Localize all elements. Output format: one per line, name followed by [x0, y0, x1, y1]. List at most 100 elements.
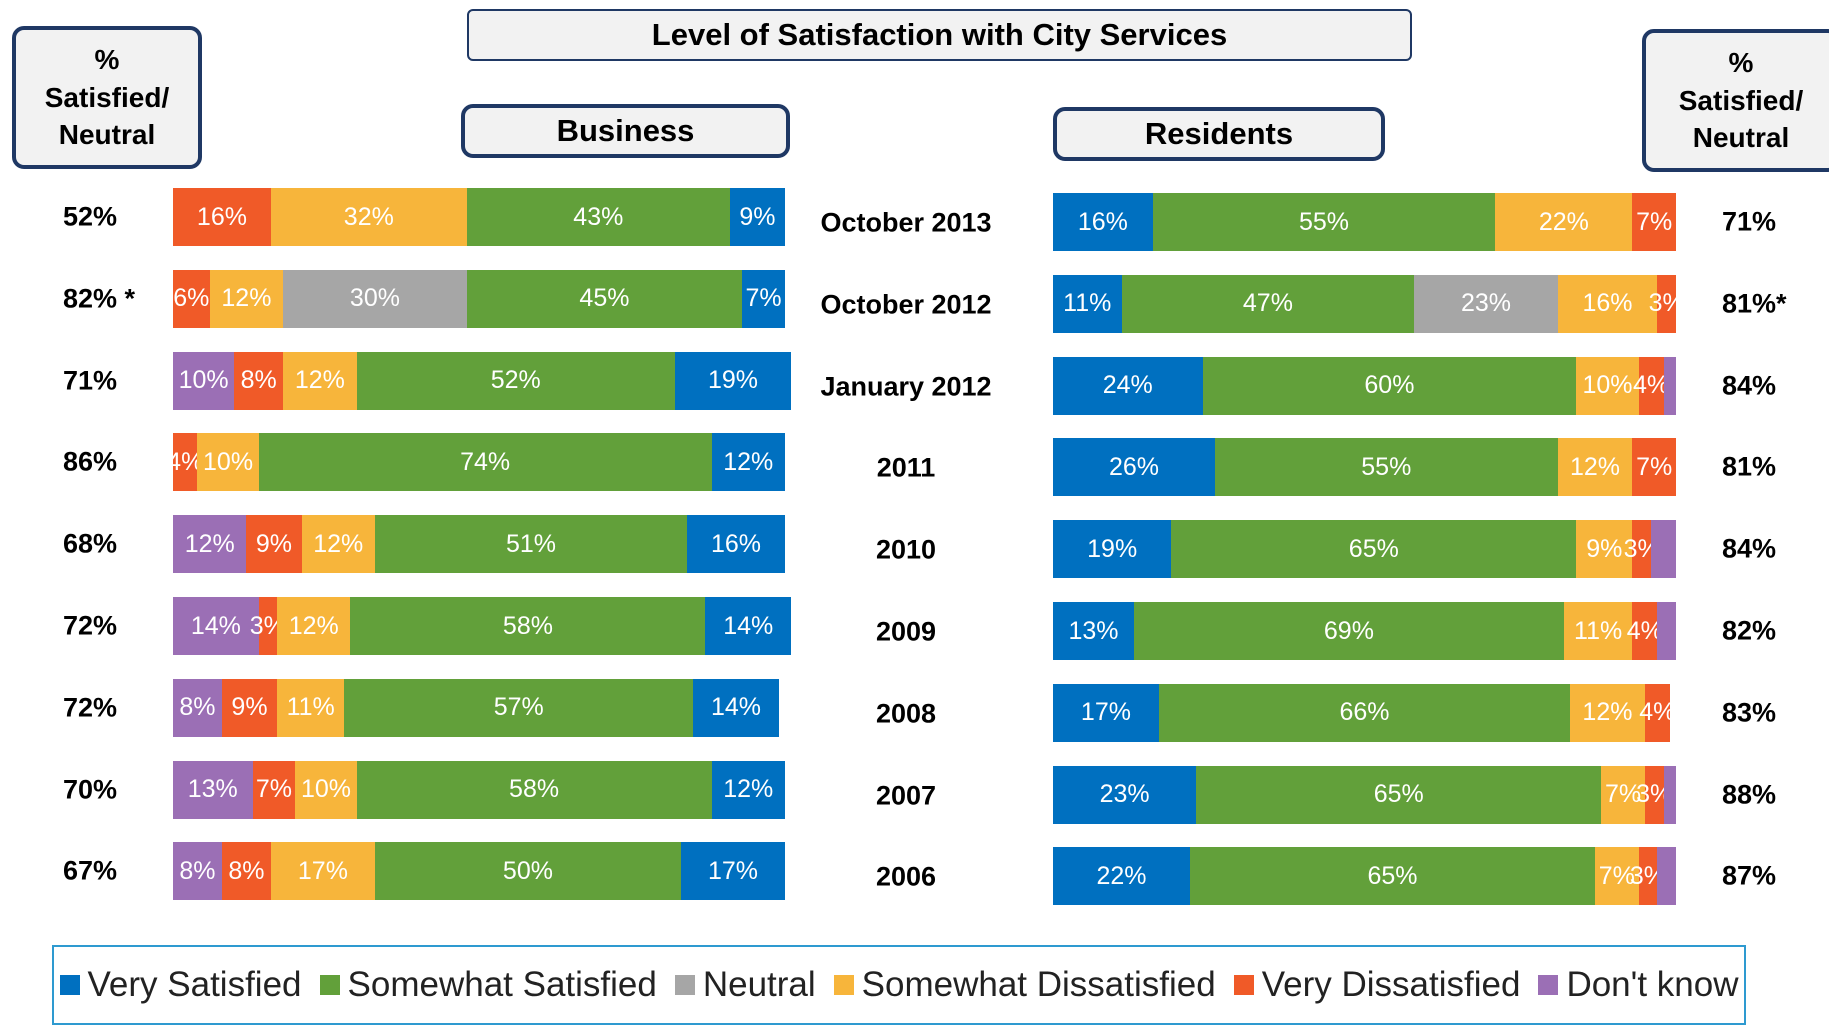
- legend-item: Neutral: [674, 965, 816, 1005]
- data-label: 24%: [1102, 371, 1153, 400]
- bar-row: 11% 47% 23% 16% 3%: [1053, 274, 1685, 333]
- bar-segment: 7%: [1595, 847, 1639, 906]
- bar-row: 4% 10% 74% 12%: [167, 433, 785, 492]
- bar-segment: 7%: [1632, 193, 1676, 251]
- bar-segment: 9%: [221, 678, 278, 737]
- data-label: 3%: [1648, 289, 1685, 318]
- summary-value: 88%: [1722, 779, 1777, 810]
- data-label: 10%: [203, 447, 254, 476]
- bar-segment: 23%: [1414, 274, 1558, 333]
- data-label: 11%: [1063, 289, 1112, 318]
- data-label: 65%: [1348, 534, 1399, 563]
- data-label: 22%: [1096, 861, 1147, 890]
- bar-segment: 3%: [250, 597, 286, 655]
- data-label: 12%: [1582, 698, 1633, 727]
- bar-segment: 3%: [1624, 520, 1660, 579]
- legend-label: Neutral: [702, 965, 816, 1004]
- data-label: 8%: [179, 693, 216, 722]
- bar-segment: 7%: [742, 269, 785, 328]
- bar-segment: [1651, 520, 1676, 579]
- summary-value: 82% *: [63, 283, 136, 314]
- bar-segment: 58%: [350, 597, 706, 655]
- data-label: 58%: [509, 775, 560, 804]
- bar-segment: 8%: [173, 842, 222, 901]
- data-label: 22%: [1538, 207, 1589, 236]
- bar-segment: 10%: [295, 760, 357, 819]
- bar-row: 17% 66% 12% 4%: [1053, 683, 1676, 742]
- data-label: 16%: [1582, 289, 1633, 318]
- bar-row: 22% 65% 7% 3%: [1053, 847, 1676, 906]
- bar-segment: 16%: [173, 188, 271, 246]
- bar-segment: 55%: [1214, 438, 1558, 497]
- bar-segment: 32%: [270, 188, 467, 246]
- data-label: 14%: [190, 611, 241, 640]
- bar-segment: 7%: [1632, 438, 1676, 497]
- bar-segment: 9%: [246, 515, 302, 574]
- data-label: 7%: [1636, 207, 1673, 236]
- bar-segment: 9%: [1576, 520, 1633, 579]
- data-label: 4%: [1626, 616, 1663, 645]
- data-label: 12%: [184, 529, 235, 558]
- legend-swatch: [1538, 975, 1559, 995]
- bar-segment: 13%: [173, 760, 253, 819]
- bar-segment: 12%: [277, 597, 351, 655]
- bar-segment: 4%: [1639, 683, 1675, 742]
- bar-segment: 9%: [729, 188, 785, 246]
- data-label: 7%: [1636, 452, 1673, 481]
- legend-label: Don't know: [1566, 965, 1739, 1004]
- bar-segment: 12%: [711, 760, 785, 819]
- category-label: 2007: [875, 780, 937, 811]
- data-label: 19%: [1087, 534, 1138, 563]
- data-label: 12%: [723, 775, 774, 804]
- bar-segment: 11%: [1563, 602, 1633, 660]
- data-label: 6%: [173, 284, 210, 313]
- summary-value: 83%: [1722, 697, 1777, 728]
- bar-segment: 8%: [234, 351, 284, 410]
- bar-segment: 16%: [1557, 274, 1658, 333]
- bar-segment: 17%: [680, 842, 785, 901]
- bar-row: 24% 60% 10% 4%: [1053, 356, 1676, 415]
- summary-value: 82%: [1722, 615, 1777, 646]
- data-label: 32%: [343, 202, 394, 231]
- bar-segment: 52%: [356, 351, 675, 410]
- data-label: 11%: [286, 693, 335, 722]
- summary-value: 70%: [63, 774, 118, 805]
- bar-segment: 12%: [1570, 683, 1645, 742]
- bar-segment: 14%: [705, 597, 792, 655]
- data-label: 12%: [1569, 452, 1621, 481]
- summary-value: 71%: [1722, 206, 1777, 237]
- bar-row: 26% 55% 12% 7%: [1053, 438, 1676, 497]
- bar-segment: 22%: [1495, 193, 1633, 251]
- data-label: 26%: [1108, 452, 1159, 481]
- data-label: 43%: [573, 202, 624, 231]
- summary-value: 84%: [1722, 533, 1777, 564]
- legend-item: Somewhat Dissatisfied: [833, 965, 1216, 1005]
- category-label: 2006: [875, 861, 937, 892]
- bar-segment: 22%: [1053, 847, 1191, 906]
- data-label: 13%: [1068, 616, 1119, 645]
- legend-item: Don't know: [1538, 965, 1738, 1005]
- bar-segment: 69%: [1133, 602, 1564, 660]
- bar-row: 13% 69% 11% 4%: [1053, 602, 1676, 660]
- data-label: 60%: [1364, 371, 1415, 400]
- data-label: 13%: [187, 775, 238, 804]
- bar-segment: 19%: [674, 351, 792, 410]
- bar-segment: 19%: [1053, 520, 1172, 579]
- bar-segment: 45%: [466, 269, 743, 328]
- category-label: 2010: [875, 534, 937, 565]
- bar-segment: 58%: [356, 760, 712, 819]
- data-label: 12%: [313, 529, 364, 558]
- data-label: 8%: [228, 856, 265, 885]
- summary-value: 52%: [63, 201, 118, 232]
- bar-segment: [1663, 356, 1676, 415]
- legend-label: Very Dissatisfied: [1261, 965, 1521, 1004]
- bar-row: 10% 8% 12% 52% 19%: [173, 351, 792, 410]
- data-label: 9%: [739, 202, 776, 231]
- category-label: 2008: [875, 698, 937, 729]
- category-label: January 2012: [820, 371, 992, 402]
- data-label: 19%: [707, 366, 758, 395]
- data-label: 45%: [579, 284, 630, 313]
- bar-segment: 10%: [173, 351, 235, 410]
- bar-segment: 8%: [221, 842, 271, 901]
